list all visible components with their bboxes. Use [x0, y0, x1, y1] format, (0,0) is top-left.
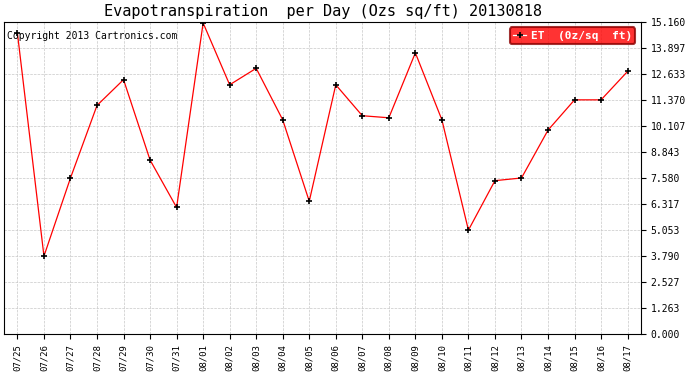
ET  (0z/sq  ft) — [491, 178, 499, 183]
ET  (0z/sq  ft) — [332, 82, 340, 87]
ET  (0z/sq  ft) — [119, 77, 128, 82]
ET  (0z/sq  ft) — [571, 98, 579, 102]
ET  (0z/sq  ft) — [518, 176, 526, 180]
ET  (0z/sq  ft) — [226, 82, 234, 87]
ET  (0z/sq  ft) — [279, 118, 287, 122]
ET  (0z/sq  ft) — [385, 116, 393, 120]
ET  (0z/sq  ft) — [544, 128, 552, 132]
Legend: ET  (0z/sq  ft): ET (0z/sq ft) — [510, 27, 635, 44]
ET  (0z/sq  ft) — [252, 66, 260, 70]
ET  (0z/sq  ft) — [437, 118, 446, 122]
ET  (0z/sq  ft) — [66, 176, 75, 180]
ET  (0z/sq  ft) — [13, 31, 21, 36]
ET  (0z/sq  ft) — [146, 158, 155, 162]
ET  (0z/sq  ft) — [305, 199, 313, 204]
ET  (0z/sq  ft) — [464, 228, 473, 232]
ET  (0z/sq  ft) — [172, 205, 181, 210]
ET  (0z/sq  ft) — [199, 21, 207, 25]
ET  (0z/sq  ft) — [358, 114, 366, 118]
ET  (0z/sq  ft) — [597, 98, 605, 102]
ET  (0z/sq  ft) — [93, 103, 101, 108]
ET  (0z/sq  ft) — [40, 254, 48, 258]
Text: Copyright 2013 Cartronics.com: Copyright 2013 Cartronics.com — [8, 31, 178, 41]
ET  (0z/sq  ft) — [411, 51, 420, 55]
Title: Evapotranspiration  per Day (Ozs sq/ft) 20130818: Evapotranspiration per Day (Ozs sq/ft) 2… — [104, 4, 542, 19]
ET  (0z/sq  ft) — [624, 69, 632, 74]
Line: ET  (0z/sq  ft): ET (0z/sq ft) — [14, 20, 631, 260]
